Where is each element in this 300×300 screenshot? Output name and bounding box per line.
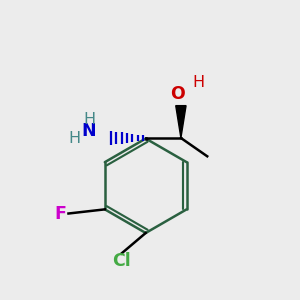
- Text: H: H: [192, 75, 204, 90]
- Text: O: O: [170, 85, 184, 103]
- Text: F: F: [55, 205, 66, 223]
- Text: N: N: [81, 122, 96, 140]
- Text: Cl: Cl: [112, 252, 131, 270]
- Text: H: H: [84, 112, 96, 127]
- Polygon shape: [176, 106, 186, 138]
- Text: H: H: [68, 131, 80, 146]
